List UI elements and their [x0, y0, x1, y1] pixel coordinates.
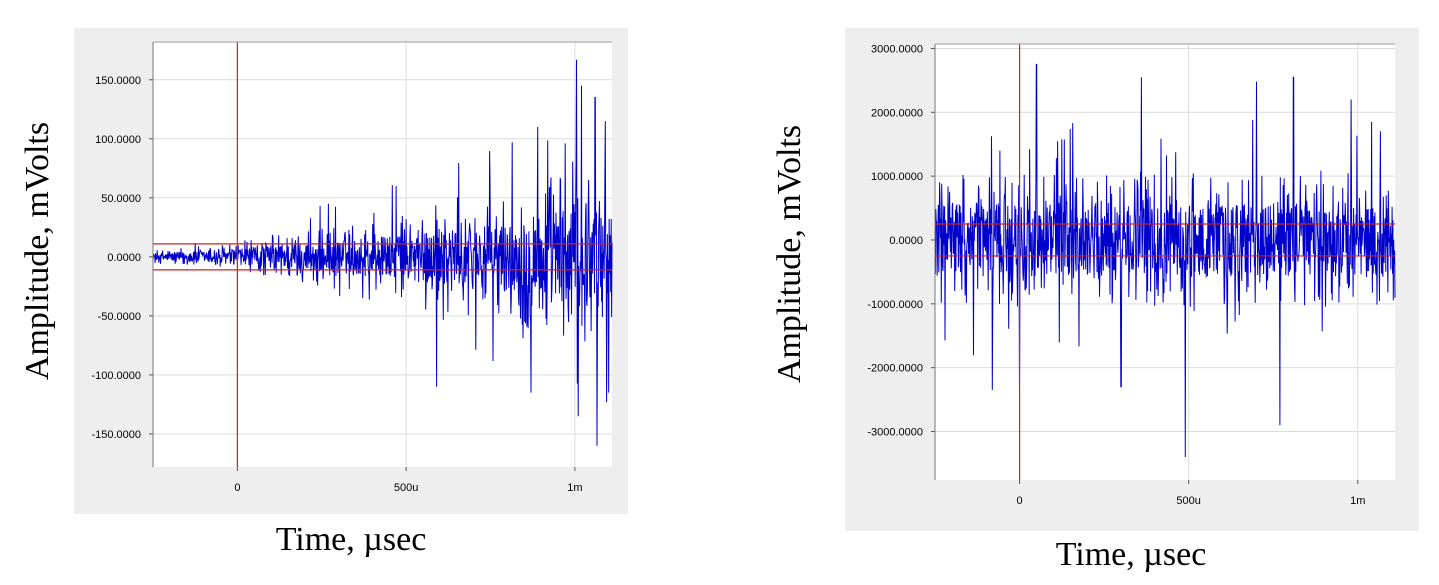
chart2-x-axis-label: Time, µsec — [1055, 536, 1207, 573]
y-tick-label: -150.0000 — [91, 429, 141, 441]
x-tick-label: 0 — [234, 482, 240, 494]
y-tick-label: 0.0000 — [889, 235, 923, 247]
x-tick-label: 500u — [1176, 495, 1200, 507]
y-tick-label: -100.0000 — [91, 370, 141, 382]
y-tick-label: 3000.0000 — [871, 43, 923, 55]
chart1-group: 150.0000 100.0000 50.0000 0.0000 -50.0000 -10… — [91, 41, 613, 494]
y-tick-label: -3000.0000 — [867, 426, 923, 438]
y-tick-label: 150.0000 — [95, 75, 141, 87]
y-tick-label: 100.0000 — [95, 134, 141, 146]
chart1-x-axis-label: Time, µsec — [275, 521, 427, 558]
x-tick-label: 500u — [394, 482, 418, 494]
chart2-y-axis-label: Amplitude, mVolts — [771, 124, 808, 384]
y-tick-label: -1000.0000 — [867, 299, 923, 311]
y-tick-label: -50.0000 — [98, 311, 141, 323]
chart2-group: 3000.0000 2000.0000 1000.0000 0.0000 -1000.0… — [867, 43, 1396, 507]
y-tick-label: -2000.0000 — [867, 363, 923, 375]
chart1-y-axis-label: Amplitude, mVolts — [19, 121, 56, 381]
y-tick-label: 0.0000 — [107, 252, 141, 264]
chart1-waveform — [152, 59, 613, 446]
y-tick-label: 1000.0000 — [871, 171, 923, 183]
x-tick-label: 0 — [1016, 495, 1022, 507]
x-tick-label: 1m — [1350, 495, 1365, 507]
x-tick-label: 1m — [567, 482, 582, 494]
y-tick-label: 50.0000 — [101, 193, 141, 205]
y-tick-label: 2000.0000 — [871, 107, 923, 119]
chart2-waveform — [934, 63, 1396, 458]
